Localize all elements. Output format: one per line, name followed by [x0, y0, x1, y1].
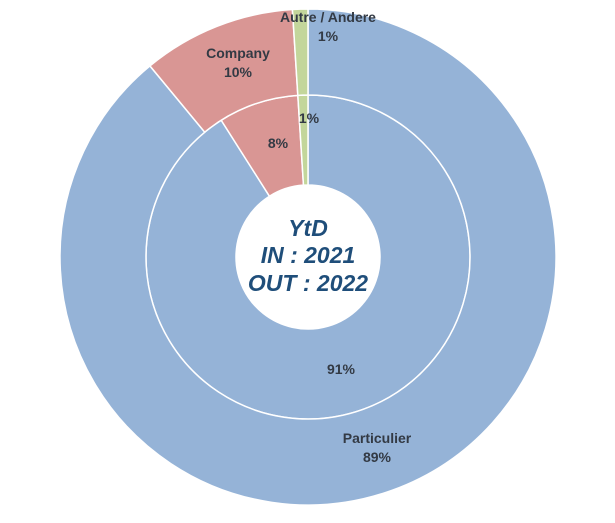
center-title: YtD IN : 2021 OUT : 2022 [248, 215, 368, 296]
center-line-1: YtD [288, 215, 328, 241]
inner-value-label-particulier: 91% [327, 361, 356, 377]
inner-value-label-autre-andere: 1% [299, 110, 320, 126]
slices-layer [59, 8, 557, 506]
outer-value-label-particulier: 89% [363, 449, 392, 465]
outer-category-label-company: Company [206, 45, 270, 61]
outer-category-label-particulier: Particulier [343, 430, 412, 446]
center-line-3: OUT : 2022 [248, 270, 368, 296]
labels-layer: 91% 8% 1% Particulier 89% Company 10% Autre / A… [206, 9, 412, 465]
donut-hole [236, 185, 380, 329]
outer-category-label-autre-andere: Autre / Andere [280, 9, 376, 25]
inner-value-label-company: 8% [268, 135, 289, 151]
outer-slice-autre-andere [291, 8, 309, 97]
outer-slice-particulier [59, 8, 557, 506]
outer-value-label-company: 10% [224, 64, 253, 80]
outer-value-label-autre-andere: 1% [318, 28, 339, 44]
center-line-2: IN : 2021 [261, 242, 356, 268]
